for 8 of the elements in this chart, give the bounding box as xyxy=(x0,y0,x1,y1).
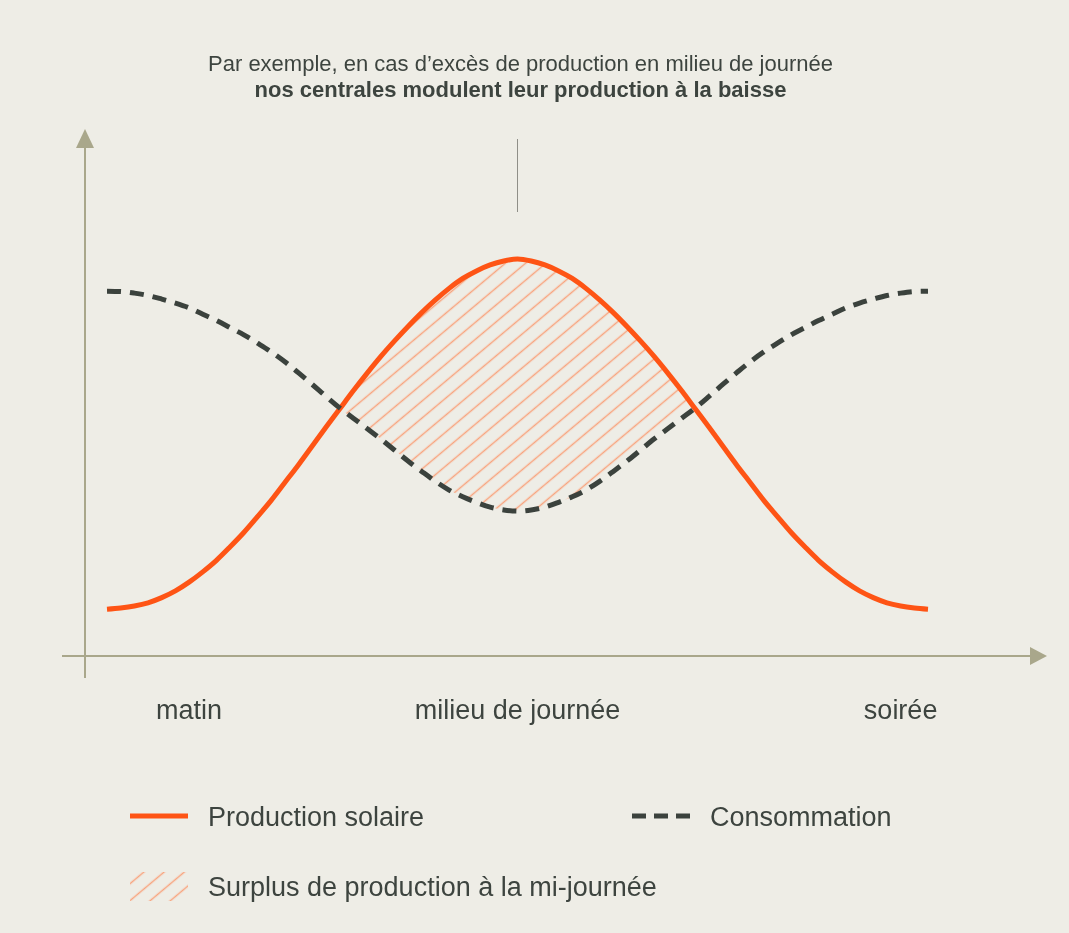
text: nos centrales modulent leur production à la baisse xyxy=(254,77,787,102)
legend-label: Consommation xyxy=(710,802,892,832)
x-tick-label: matin xyxy=(156,695,223,725)
legend-label: Surplus de production à la mi-journée xyxy=(208,872,657,902)
x-tick-label: milieu de journée xyxy=(414,695,621,725)
text: Par exemple, en cas d’excès de production en milieu de journée xyxy=(208,51,833,76)
x-tick-label: soirée xyxy=(863,695,938,725)
legend-label: Production solaire xyxy=(208,802,425,832)
